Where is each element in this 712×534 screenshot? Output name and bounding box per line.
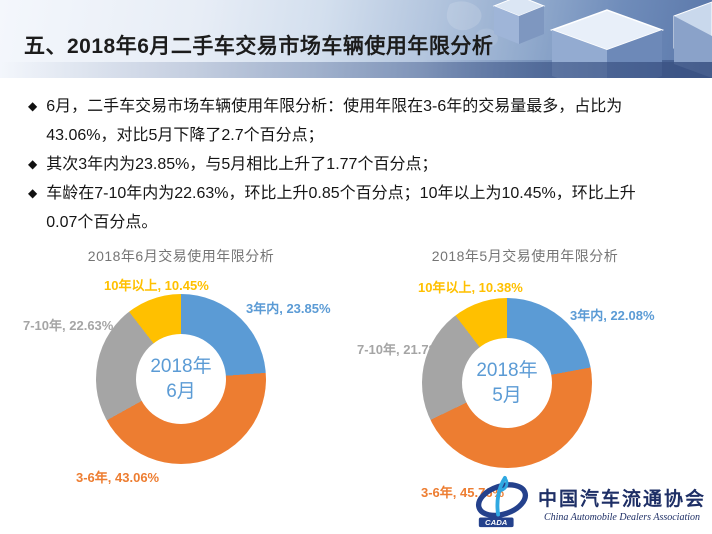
donut-center-label-june: 2018年 6月: [150, 356, 212, 402]
data-label-7-10-years: 7-10年, 22.63%: [23, 318, 114, 333]
diamond-bullet-icon: ◆: [28, 99, 38, 113]
donut-ring-may: [422, 298, 592, 468]
data-label-over-10-years: 10年以上, 10.38%: [418, 280, 523, 295]
data-label-7-10-years: 7-10年, 21.78%: [357, 342, 448, 357]
data-label-3-6-years: 3-6年, 43.06%: [76, 470, 160, 485]
data-label-within-3-years: 3年内, 22.08%: [570, 308, 655, 323]
logo-chinese-name: 中国汽车流通协会: [537, 488, 706, 510]
donut-center-label-may: 2018年 5月: [476, 360, 538, 406]
chart-title-june: 2018年6月交易使用年限分析: [87, 248, 275, 264]
data-label-over-10-years: 10年以上, 10.45%: [104, 278, 209, 293]
diamond-bullet-icon: ◆: [28, 157, 38, 171]
data-label-within-3-years: 3年内, 23.85%: [246, 301, 331, 316]
cada-logo: CADA 中国汽车流通协会 China Automobile Dealers A…: [473, 475, 706, 531]
page-title: 五、2018年6月二手车交易市场车辆使用年限分析: [24, 35, 494, 58]
bullet-text: 车龄在7-10年内为22.63%，环比上升0.85个百分点；10年以上为10.4…: [46, 185, 636, 231]
donut-chart-may: 2018年5月交易使用年限分析 10年以上, 10.38% 3年内, 22.08…: [357, 244, 692, 506]
donut-chart-june: 2018年6月交易使用年限分析 10年以上, 10.45% 3年内, 23.85…: [20, 244, 342, 502]
cada-abbr-text: CADA: [485, 518, 508, 527]
donut-ring-june: [96, 294, 266, 464]
diamond-bullet-icon: ◆: [28, 186, 38, 200]
chart-title-may: 2018年5月交易使用年限分析: [431, 248, 619, 264]
bullet-item: ◆ 6月，二手车交易市场车辆使用年限分析：使用年限在3-6年的交易量最多，占比为…: [28, 92, 676, 150]
bullet-item: ◆ 其次3年内为23.85%，与5月相比上升了1.77个百分点；: [28, 150, 676, 179]
slide-header: 五、2018年6月二手车交易市场车辆使用年限分析: [0, 0, 712, 78]
bullet-text: 其次3年内为23.85%，与5月相比上升了1.77个百分点；: [46, 156, 438, 173]
cada-emblem-icon: CADA: [475, 475, 529, 527]
bullet-text: 6月，二手车交易市场车辆使用年限分析：使用年限在3-6年的交易量最多，占比为 4…: [46, 98, 623, 144]
summary-bullets: ◆ 6月，二手车交易市场车辆使用年限分析：使用年限在3-6年的交易量最多，占比为…: [28, 92, 676, 237]
bullet-item: ◆ 车龄在7-10年内为22.63%，环比上升0.85个百分点；10年以上为10…: [28, 179, 676, 237]
logo-english-name: China Automobile Dealers Association: [543, 511, 700, 523]
